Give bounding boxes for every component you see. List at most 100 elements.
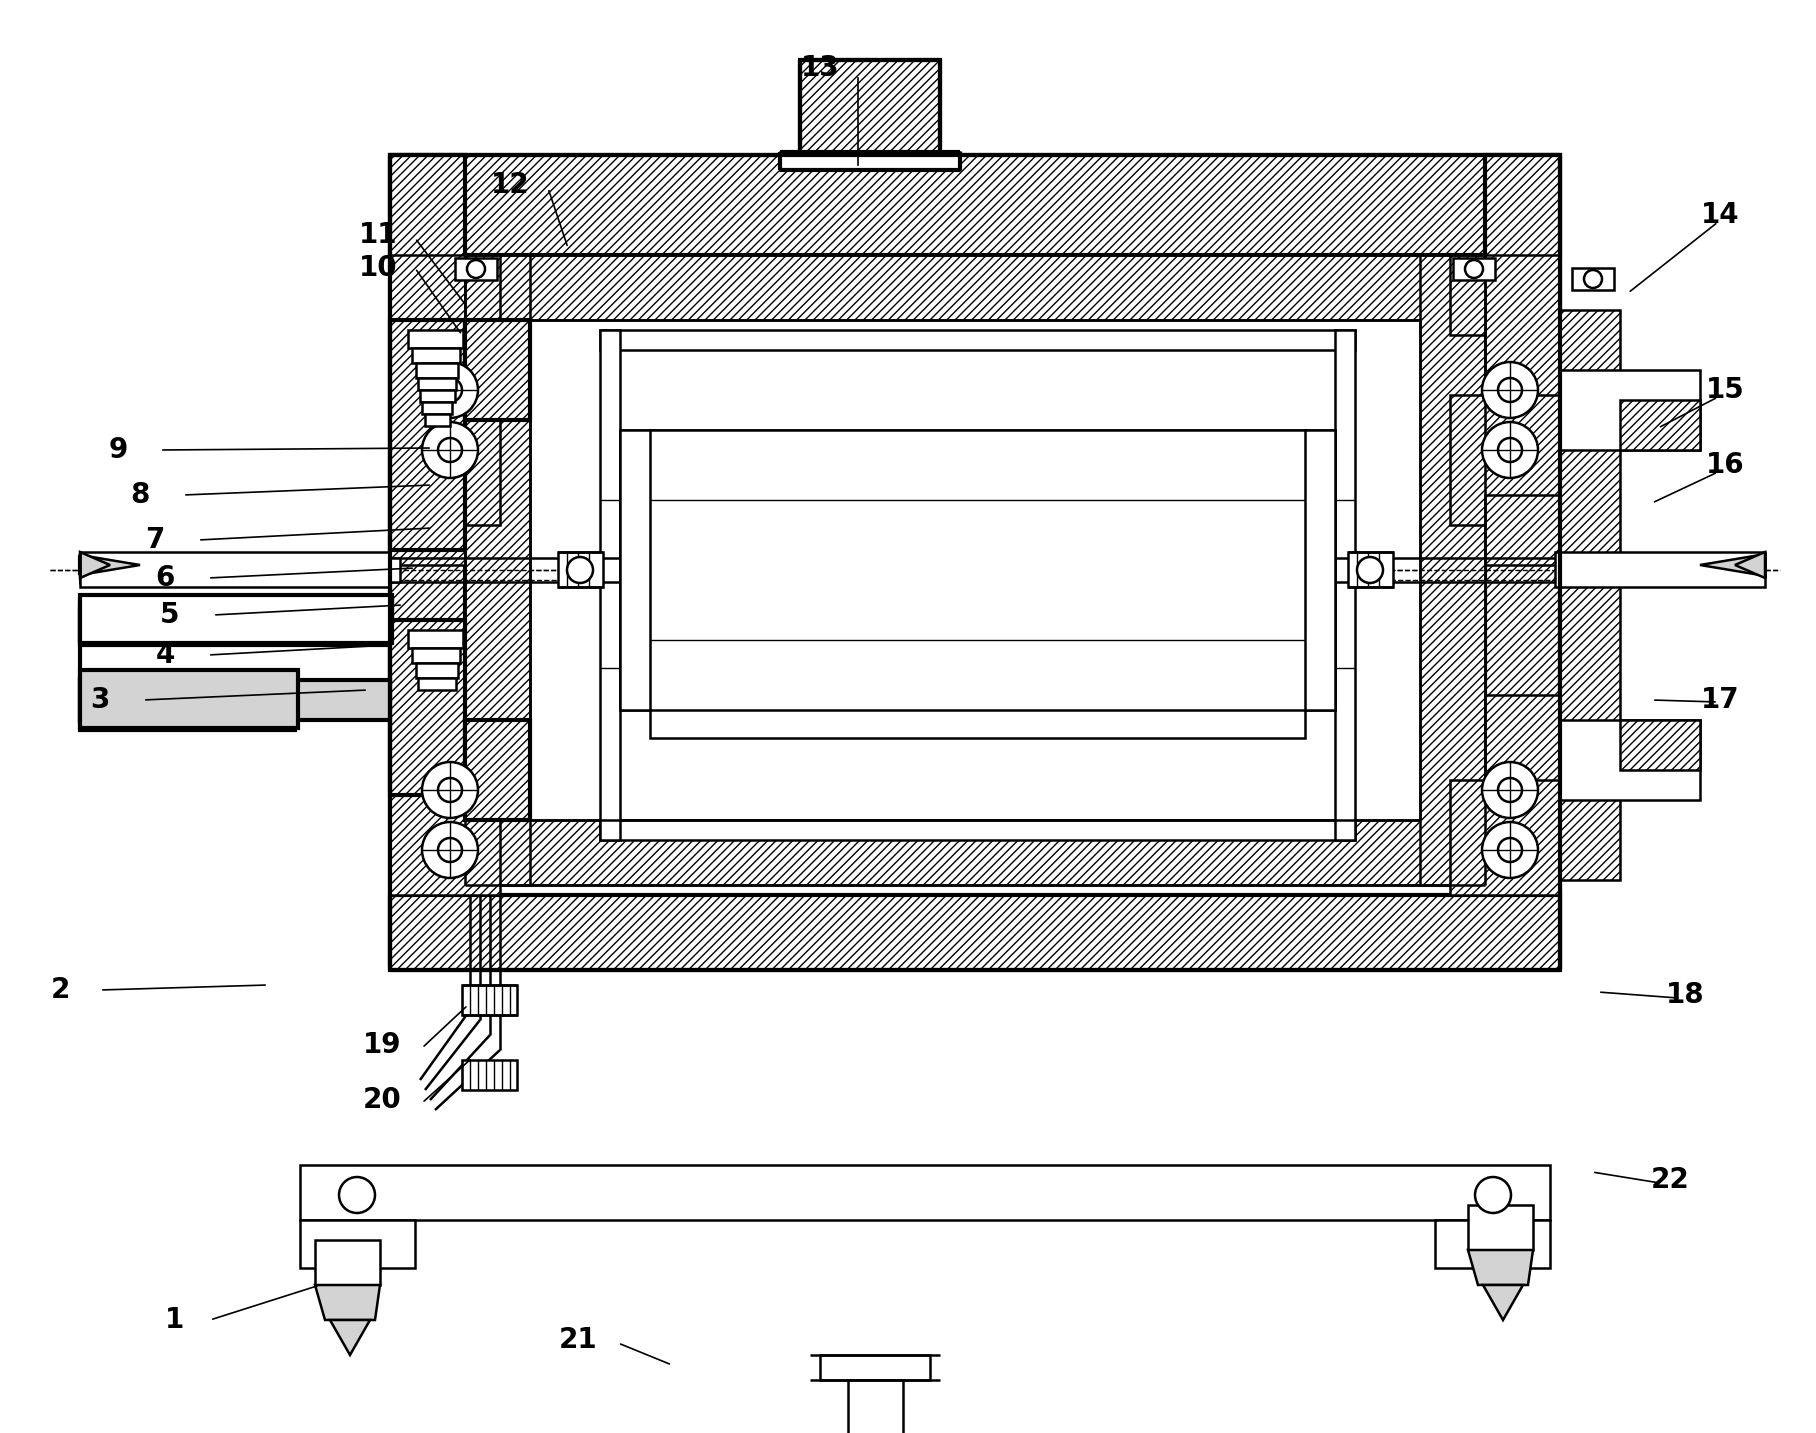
Circle shape	[1498, 778, 1522, 802]
Text: 4: 4	[156, 641, 174, 669]
Circle shape	[1475, 1176, 1511, 1212]
Bar	[465, 719, 530, 820]
Text: 18: 18	[1665, 982, 1703, 1009]
Polygon shape	[1467, 1250, 1533, 1285]
Bar	[418, 678, 456, 691]
Polygon shape	[80, 681, 390, 719]
Bar	[390, 155, 1560, 255]
Text: 8: 8	[131, 481, 149, 509]
Text: 21: 21	[559, 1326, 597, 1354]
Text: 15: 15	[1705, 375, 1745, 404]
Circle shape	[1498, 838, 1522, 863]
Text: 16: 16	[1705, 451, 1745, 479]
Bar	[781, 152, 961, 171]
Circle shape	[421, 823, 478, 878]
Bar	[619, 430, 1335, 709]
Polygon shape	[331, 1320, 370, 1356]
Bar	[390, 780, 499, 896]
Bar	[390, 494, 465, 565]
Circle shape	[1482, 421, 1538, 479]
Text: 13: 13	[801, 54, 839, 82]
Bar	[461, 984, 518, 1015]
Bar	[465, 320, 530, 420]
Bar	[1485, 695, 1560, 896]
Text: 17: 17	[1702, 686, 1740, 714]
Bar	[465, 820, 1485, 886]
Circle shape	[567, 557, 594, 583]
Circle shape	[421, 762, 478, 818]
Bar	[650, 668, 1306, 738]
Bar	[1435, 1219, 1551, 1268]
Bar	[1573, 268, 1614, 289]
Text: 9: 9	[109, 436, 127, 464]
Bar	[1485, 494, 1560, 565]
Text: 10: 10	[360, 254, 398, 282]
Circle shape	[340, 1176, 374, 1212]
Bar	[1420, 255, 1485, 886]
Bar	[300, 1165, 1551, 1219]
Circle shape	[1357, 557, 1384, 583]
Bar	[80, 552, 390, 588]
Bar	[599, 820, 1355, 840]
Bar	[1449, 780, 1560, 896]
Bar	[1467, 1205, 1533, 1250]
Bar	[416, 663, 458, 678]
Bar	[412, 648, 459, 663]
Bar	[412, 348, 459, 363]
Bar	[409, 330, 463, 348]
Bar	[390, 320, 465, 550]
Polygon shape	[80, 605, 390, 719]
Bar	[419, 390, 456, 403]
Text: 12: 12	[490, 171, 528, 199]
Bar	[1554, 552, 1765, 588]
Bar	[821, 1356, 930, 1380]
Bar	[1306, 430, 1335, 709]
Polygon shape	[314, 1285, 380, 1320]
Bar	[465, 255, 530, 886]
Bar	[1347, 552, 1393, 588]
Bar	[1560, 719, 1700, 800]
Polygon shape	[1484, 1285, 1524, 1320]
Bar	[390, 620, 465, 795]
Circle shape	[438, 438, 461, 461]
Bar	[599, 330, 619, 840]
Circle shape	[421, 363, 478, 418]
Polygon shape	[80, 555, 140, 575]
Text: 14: 14	[1702, 201, 1740, 229]
Bar	[80, 671, 298, 728]
Bar	[1560, 557, 1760, 582]
Bar	[80, 557, 400, 582]
Bar	[1620, 400, 1700, 450]
Bar	[409, 631, 463, 648]
Circle shape	[1498, 378, 1522, 403]
Bar	[390, 155, 465, 964]
Circle shape	[1482, 762, 1538, 818]
Bar	[1620, 719, 1700, 770]
Polygon shape	[1700, 555, 1760, 575]
Text: 6: 6	[156, 565, 174, 592]
Circle shape	[467, 259, 485, 278]
Bar	[390, 695, 465, 896]
Bar	[1453, 258, 1495, 279]
Circle shape	[1482, 823, 1538, 878]
Polygon shape	[80, 552, 111, 577]
Polygon shape	[80, 600, 392, 645]
Circle shape	[1482, 363, 1538, 418]
Polygon shape	[80, 610, 390, 641]
Text: 11: 11	[360, 221, 398, 249]
Bar	[390, 396, 499, 524]
Circle shape	[421, 421, 478, 479]
Bar	[848, 1380, 903, 1433]
Bar	[465, 255, 1485, 320]
Circle shape	[438, 378, 461, 403]
Circle shape	[1466, 259, 1484, 278]
Bar	[1449, 255, 1485, 335]
Text: 22: 22	[1651, 1166, 1689, 1194]
Bar	[650, 430, 1306, 500]
Bar	[599, 330, 1355, 350]
Bar	[1560, 370, 1700, 450]
Text: 19: 19	[363, 1030, 401, 1059]
Bar	[1485, 155, 1560, 964]
Text: 20: 20	[363, 1086, 401, 1113]
Circle shape	[438, 838, 461, 863]
